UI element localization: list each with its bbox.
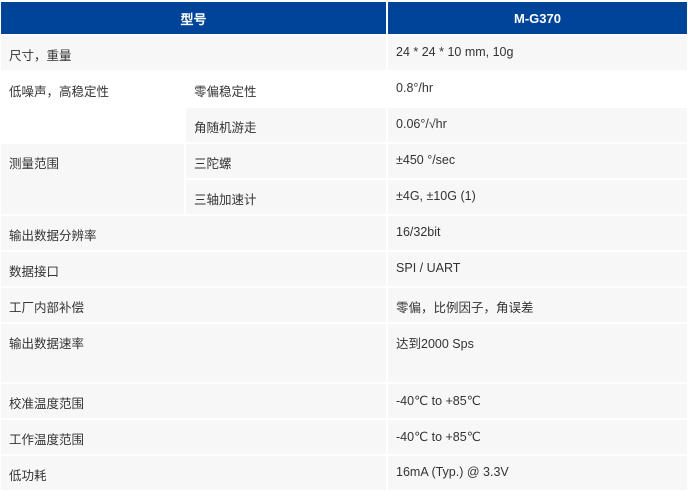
row-label: 工厂内部补偿: [1, 288, 387, 322]
table-row: 校准温度范围 -40℃ to +85℃: [1, 384, 687, 418]
row-label: 低功耗: [1, 456, 387, 490]
row-label: 工作温度范围: [1, 420, 387, 454]
header-product: M-G370: [388, 2, 687, 34]
row-label: 校准温度范围: [1, 384, 387, 418]
row-label: 尺寸，重量: [1, 36, 387, 70]
row-label: 输出数据分辨率: [1, 216, 387, 250]
table-row: 数据接口 SPI / UART: [1, 252, 687, 286]
row-value: 0.8°/hr: [388, 72, 687, 106]
row-value: 16/32bit: [388, 216, 687, 250]
table-row: 尺寸，重量 24 * 24 * 10 mm, 10g: [1, 36, 687, 70]
header-model: 型号: [1, 2, 387, 34]
table-row: 工作温度范围 -40℃ to +85℃: [1, 420, 687, 454]
sub-label: 角随机游走: [186, 108, 387, 142]
sub-label: 三陀螺: [186, 144, 387, 178]
row-value: 达到2000 Sps: [388, 324, 687, 382]
table-row: 输出数据分辨率 16/32bit: [1, 216, 687, 250]
row-label: 数据接口: [1, 252, 387, 286]
table-row: 低功耗 16mA (Typ.) @ 3.3V: [1, 456, 687, 490]
sub-label: 三轴加速计: [186, 180, 387, 214]
table-row: 工厂内部补偿 零偏，比例因子，角误差: [1, 288, 687, 322]
row-value: 16mA (Typ.) @ 3.3V: [388, 456, 687, 490]
table-header: 型号 M-G370: [1, 2, 687, 34]
table-row: 低噪声，高稳定性 零偏稳定性 0.8°/hr: [1, 72, 687, 142]
row-value: ±4G, ±10G (1): [388, 180, 687, 214]
row-label: 测量范围: [1, 144, 184, 214]
table-row: 测量范围 三陀螺 ±450 °/sec: [1, 144, 687, 214]
row-label: 输出数据速率: [1, 324, 387, 382]
table-row: 三轴加速计 ±4G, ±10G (1): [1, 180, 687, 214]
table-row: 角随机游走 0.06°/√hr: [1, 108, 687, 142]
row-value: SPI / UART: [388, 252, 687, 286]
row-value: -40℃ to +85℃: [388, 384, 687, 418]
row-value: -40℃ to +85℃: [388, 420, 687, 454]
table-row: 输出数据速率 达到2000 Sps: [1, 324, 687, 382]
row-value: 零偏，比例因子，角误差: [388, 288, 687, 322]
row-label: 低噪声，高稳定性: [1, 72, 184, 142]
sub-label: 零偏稳定性: [186, 72, 387, 106]
row-value: 0.06°/√hr: [388, 108, 687, 142]
row-value: ±450 °/sec: [388, 144, 687, 178]
row-value: 24 * 24 * 10 mm, 10g: [388, 36, 687, 70]
